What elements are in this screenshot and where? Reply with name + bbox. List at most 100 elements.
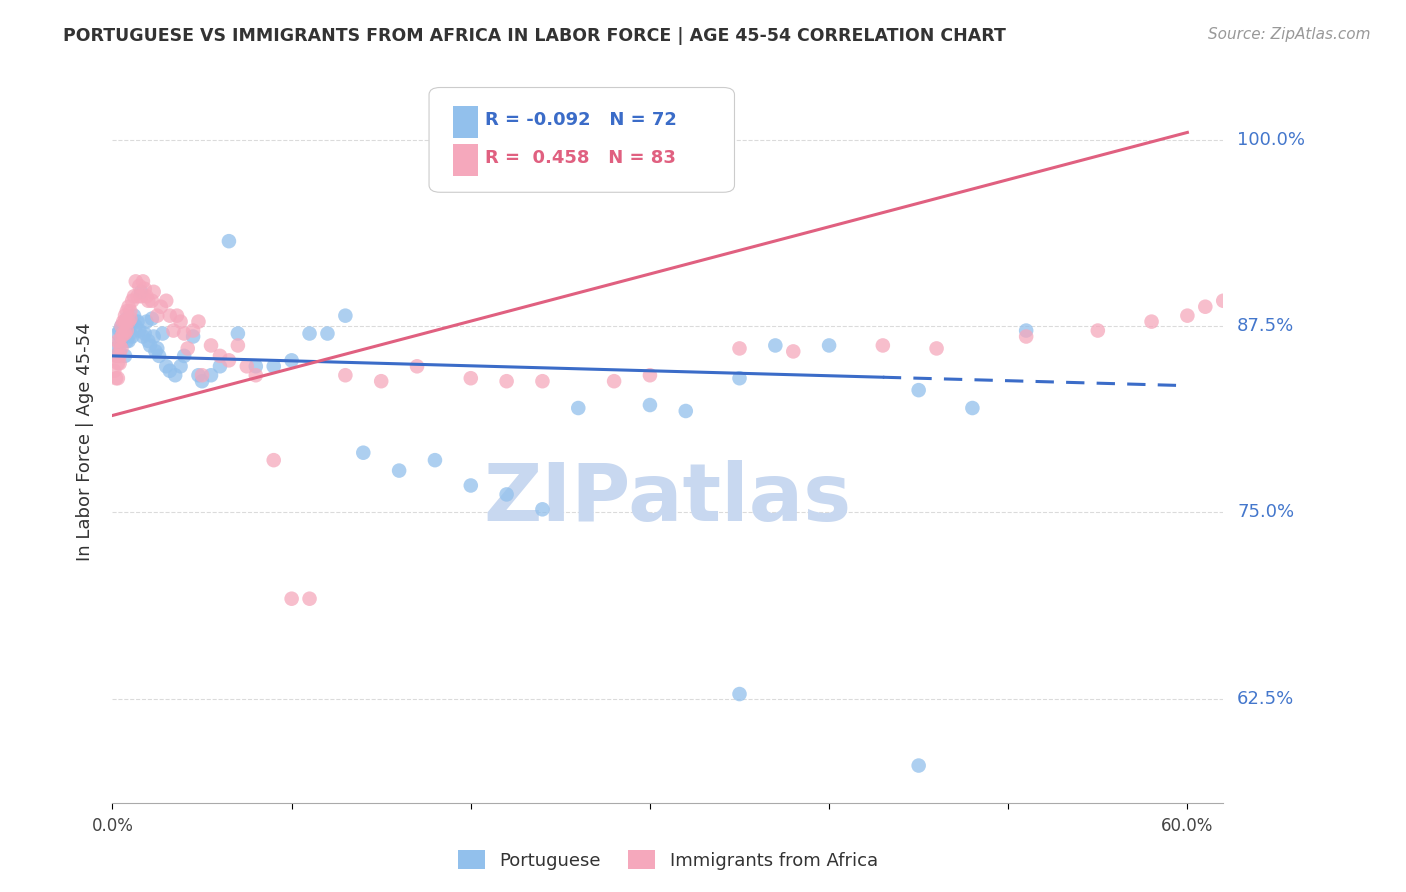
Point [159, 309, 181, 323]
Point [1284, 274, 1306, 288]
Point [108, 356, 131, 370]
Text: 100.0%: 100.0% [1237, 131, 1305, 149]
Point [120, 311, 142, 326]
Point [120, 315, 142, 329]
Point [728, 687, 751, 701]
Point [1355, 260, 1378, 274]
Point [125, 274, 148, 288]
Point [236, 359, 259, 374]
Point [191, 368, 214, 383]
Point [169, 315, 191, 329]
Point [406, 359, 429, 374]
Point [423, 453, 446, 467]
Point [129, 285, 152, 299]
Point [117, 300, 139, 314]
Point [121, 293, 143, 308]
Point [872, 338, 894, 352]
Point [121, 329, 143, 343]
Point [136, 334, 159, 348]
Point [200, 368, 222, 383]
Point [531, 374, 554, 388]
Point [1087, 324, 1109, 338]
Point [136, 293, 159, 308]
Point [187, 368, 209, 383]
Point [388, 464, 411, 478]
Point [107, 334, 129, 348]
Point [925, 342, 948, 356]
Point [638, 368, 661, 383]
Point [110, 342, 132, 356]
Point [1194, 300, 1216, 314]
Point [120, 304, 142, 318]
Point [263, 359, 285, 374]
Point [134, 282, 156, 296]
Point [675, 404, 697, 418]
Point [108, 338, 131, 352]
Point [117, 315, 139, 329]
Point [763, 338, 786, 352]
Point [191, 374, 214, 388]
Point [108, 349, 131, 363]
Point [1015, 329, 1038, 343]
Point [122, 309, 145, 323]
Point [166, 309, 188, 323]
Point [181, 329, 204, 343]
Text: 75.0%: 75.0% [1237, 503, 1295, 521]
Point [128, 324, 150, 338]
Point [112, 326, 135, 341]
Point [107, 356, 129, 370]
Point [165, 368, 187, 383]
Point [907, 758, 929, 772]
Bar [454, 105, 478, 138]
Point [169, 359, 191, 374]
FancyBboxPatch shape [429, 87, 734, 193]
Point [245, 368, 267, 383]
Point [298, 326, 321, 341]
Point [962, 401, 984, 415]
Point [352, 446, 374, 460]
Point [114, 309, 136, 323]
Point [818, 338, 841, 352]
Text: R = -0.092   N = 72: R = -0.092 N = 72 [485, 111, 676, 129]
Point [108, 334, 131, 348]
Point [125, 319, 148, 334]
Point [132, 329, 155, 343]
Point [134, 326, 156, 341]
Point [280, 353, 302, 368]
Point [1177, 309, 1199, 323]
Point [108, 344, 131, 359]
Point [495, 487, 517, 501]
Point [112, 315, 135, 329]
Point [159, 364, 181, 378]
Point [181, 324, 204, 338]
Legend: Portuguese, Immigrants from Africa: Portuguese, Immigrants from Africa [451, 843, 884, 877]
Point [112, 326, 135, 341]
Point [280, 591, 302, 606]
Point [128, 278, 150, 293]
Point [226, 326, 249, 341]
Point [907, 383, 929, 397]
Point [567, 401, 589, 415]
Point [218, 353, 240, 368]
Point [139, 338, 162, 352]
Point [117, 319, 139, 334]
Point [110, 319, 132, 334]
Point [114, 349, 136, 363]
Point [142, 285, 165, 299]
Point [115, 334, 138, 348]
Point [460, 371, 482, 385]
Point [335, 309, 357, 323]
Point [110, 334, 132, 348]
Point [1212, 293, 1234, 308]
Point [1247, 285, 1270, 299]
Point [603, 374, 626, 388]
Point [146, 309, 169, 323]
Point [782, 344, 804, 359]
Text: 62.5%: 62.5% [1237, 690, 1295, 707]
Point [1140, 315, 1163, 329]
Point [107, 326, 129, 341]
Point [121, 315, 143, 329]
Point [114, 326, 136, 341]
Point [298, 591, 321, 606]
Point [141, 311, 163, 326]
